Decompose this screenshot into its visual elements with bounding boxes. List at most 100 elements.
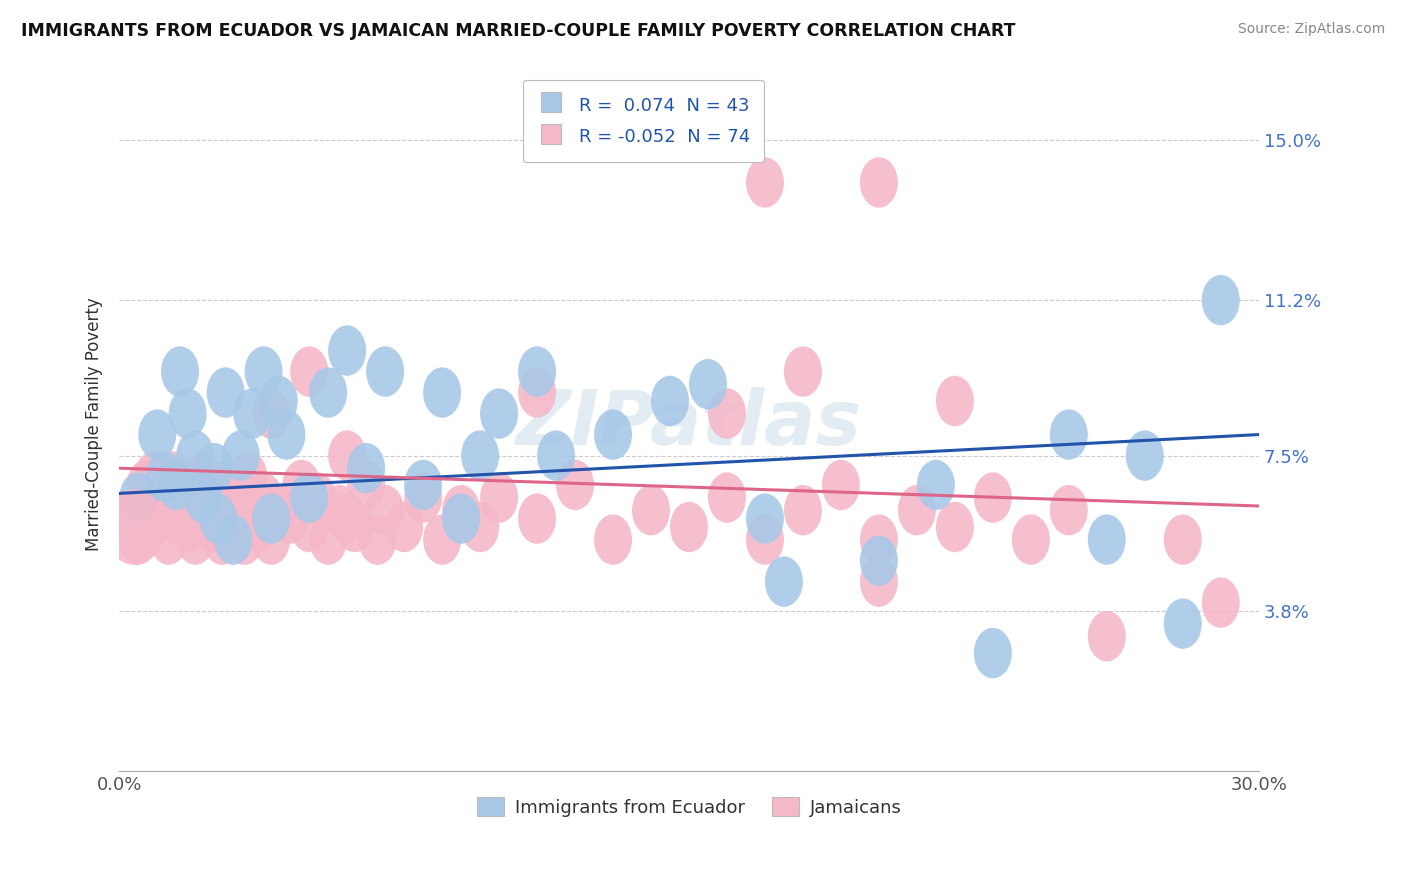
- Ellipse shape: [252, 388, 290, 439]
- Text: IMMIGRANTS FROM ECUADOR VS JAMAICAN MARRIED-COUPLE FAMILY POVERTY CORRELATION CH: IMMIGRANTS FROM ECUADOR VS JAMAICAN MARR…: [21, 22, 1015, 40]
- Ellipse shape: [860, 557, 898, 607]
- Ellipse shape: [633, 485, 671, 535]
- Ellipse shape: [202, 515, 240, 565]
- Ellipse shape: [309, 368, 347, 417]
- Ellipse shape: [1088, 515, 1126, 565]
- Ellipse shape: [651, 376, 689, 426]
- Ellipse shape: [187, 493, 225, 544]
- Ellipse shape: [153, 451, 191, 502]
- Ellipse shape: [245, 473, 283, 523]
- Ellipse shape: [290, 502, 328, 552]
- Legend: Immigrants from Ecuador, Jamaicans: Immigrants from Ecuador, Jamaicans: [470, 790, 908, 824]
- Ellipse shape: [200, 493, 238, 544]
- Ellipse shape: [441, 485, 479, 535]
- Ellipse shape: [517, 493, 555, 544]
- Ellipse shape: [689, 359, 727, 409]
- Ellipse shape: [785, 485, 823, 535]
- Ellipse shape: [860, 535, 898, 586]
- Ellipse shape: [347, 443, 385, 493]
- Ellipse shape: [709, 473, 747, 523]
- Ellipse shape: [138, 493, 176, 544]
- Ellipse shape: [233, 388, 271, 439]
- Ellipse shape: [1202, 275, 1240, 326]
- Ellipse shape: [1012, 515, 1050, 565]
- Ellipse shape: [1164, 599, 1202, 648]
- Ellipse shape: [200, 473, 238, 523]
- Ellipse shape: [517, 346, 555, 397]
- Ellipse shape: [359, 515, 396, 565]
- Ellipse shape: [222, 430, 260, 481]
- Text: ZIPatlas: ZIPatlas: [516, 387, 862, 461]
- Ellipse shape: [479, 388, 517, 439]
- Ellipse shape: [595, 515, 633, 565]
- Ellipse shape: [176, 515, 214, 565]
- Ellipse shape: [138, 409, 176, 459]
- Ellipse shape: [765, 557, 803, 607]
- Ellipse shape: [366, 485, 404, 535]
- Ellipse shape: [222, 473, 260, 523]
- Ellipse shape: [225, 515, 263, 565]
- Ellipse shape: [555, 459, 595, 510]
- Ellipse shape: [260, 376, 298, 426]
- Ellipse shape: [404, 473, 441, 523]
- Ellipse shape: [823, 459, 860, 510]
- Ellipse shape: [176, 430, 214, 481]
- Ellipse shape: [747, 493, 785, 544]
- Ellipse shape: [404, 459, 441, 510]
- Ellipse shape: [173, 459, 211, 510]
- Ellipse shape: [860, 157, 898, 208]
- Ellipse shape: [214, 515, 252, 565]
- Ellipse shape: [423, 515, 461, 565]
- Ellipse shape: [127, 459, 165, 510]
- Ellipse shape: [298, 473, 336, 523]
- Ellipse shape: [936, 502, 974, 552]
- Ellipse shape: [328, 326, 366, 376]
- Ellipse shape: [328, 493, 366, 544]
- Ellipse shape: [860, 515, 898, 565]
- Ellipse shape: [283, 459, 321, 510]
- Ellipse shape: [347, 459, 385, 510]
- Ellipse shape: [1088, 611, 1126, 662]
- Ellipse shape: [120, 515, 157, 565]
- Ellipse shape: [385, 502, 423, 552]
- Ellipse shape: [709, 388, 747, 439]
- Ellipse shape: [214, 493, 252, 544]
- Ellipse shape: [441, 493, 479, 544]
- Ellipse shape: [461, 430, 499, 481]
- Ellipse shape: [267, 409, 305, 459]
- Ellipse shape: [271, 493, 309, 544]
- Ellipse shape: [1164, 515, 1202, 565]
- Ellipse shape: [207, 368, 245, 417]
- Ellipse shape: [595, 409, 633, 459]
- Ellipse shape: [1126, 430, 1164, 481]
- Ellipse shape: [207, 459, 245, 510]
- Ellipse shape: [309, 515, 347, 565]
- Ellipse shape: [245, 346, 283, 397]
- Ellipse shape: [252, 493, 290, 544]
- Ellipse shape: [517, 368, 555, 417]
- Ellipse shape: [747, 157, 785, 208]
- Ellipse shape: [321, 485, 359, 535]
- Ellipse shape: [157, 459, 195, 510]
- Ellipse shape: [162, 346, 200, 397]
- Ellipse shape: [135, 451, 173, 502]
- Ellipse shape: [1050, 409, 1088, 459]
- Ellipse shape: [974, 473, 1012, 523]
- Ellipse shape: [180, 485, 218, 535]
- Ellipse shape: [328, 430, 366, 481]
- Ellipse shape: [157, 493, 195, 544]
- Ellipse shape: [1050, 485, 1088, 535]
- Ellipse shape: [240, 502, 278, 552]
- Ellipse shape: [290, 473, 328, 523]
- Ellipse shape: [233, 485, 271, 535]
- Ellipse shape: [461, 502, 499, 552]
- Ellipse shape: [537, 430, 575, 481]
- Ellipse shape: [898, 485, 936, 535]
- Ellipse shape: [252, 515, 290, 565]
- Ellipse shape: [785, 346, 823, 397]
- Ellipse shape: [747, 515, 785, 565]
- Text: Source: ZipAtlas.com: Source: ZipAtlas.com: [1237, 22, 1385, 37]
- Ellipse shape: [184, 451, 222, 502]
- Ellipse shape: [146, 473, 184, 523]
- Ellipse shape: [1202, 577, 1240, 628]
